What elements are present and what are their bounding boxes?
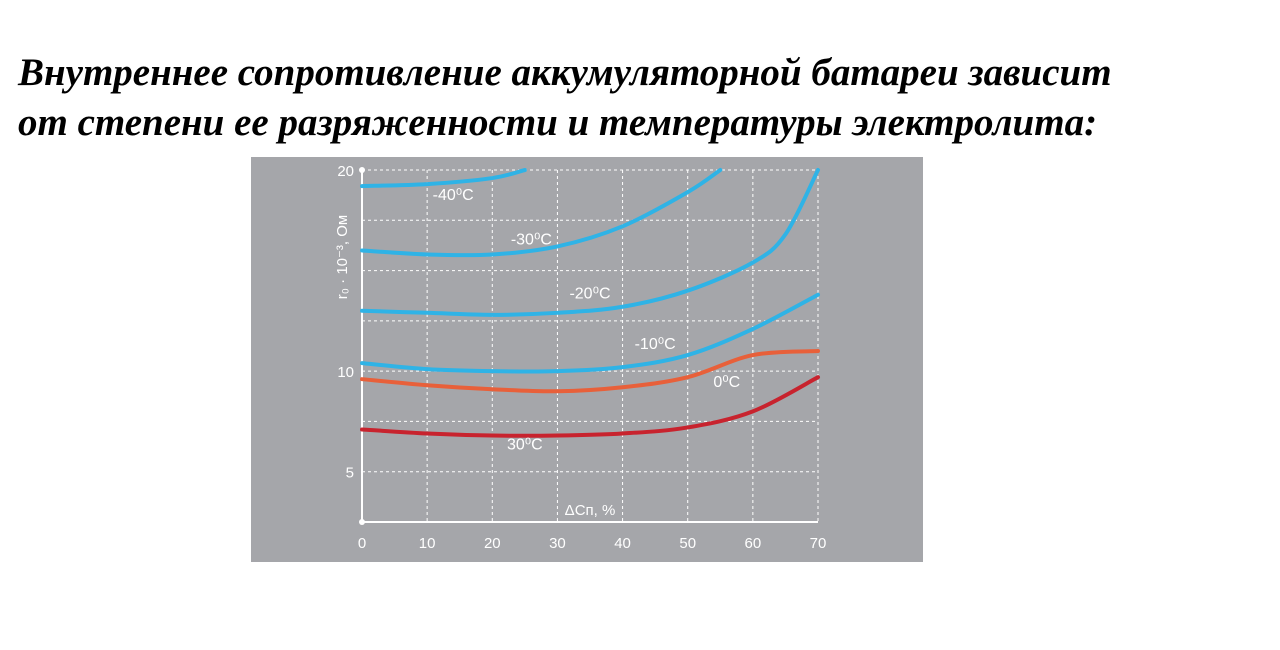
resistance-chart: 0 10 20 30 40 50 60 70 5 10 20 ΔCп, % r₀ · 10⁻³, Ом -…	[251, 157, 923, 562]
x-tick-label: 40	[614, 535, 631, 552]
x-tick-label: 10	[419, 535, 436, 552]
y-axis-label: r₀ · 10⁻³, Ом	[334, 215, 351, 299]
x-axis-label: ΔCп, %	[565, 502, 616, 519]
series-label: -10⁰C	[635, 336, 676, 353]
y-tick-label: 10	[337, 364, 354, 381]
series-label: 30⁰C	[507, 437, 543, 454]
series-line	[360, 375, 820, 438]
x-tick-label: 20	[484, 535, 501, 552]
x-tick-label: 0	[358, 535, 366, 552]
series-line	[360, 349, 820, 394]
chart-svg: 0 10 20 30 40 50 60 70 5 10 20 ΔCп, % r₀ · 10⁻³, Ом -…	[334, 163, 827, 552]
series-label: -30⁰C	[511, 231, 552, 248]
series-line	[360, 168, 820, 317]
origin-dot	[359, 519, 365, 525]
x-tick-label: 60	[745, 535, 762, 552]
y-tick-label: 5	[346, 465, 354, 482]
x-tick-label: 50	[679, 535, 696, 552]
y-tick-label: 20	[337, 163, 354, 180]
x-tick-label: 70	[810, 535, 827, 552]
series-line	[360, 168, 723, 258]
series-label: 0⁰C	[713, 374, 740, 391]
series-label: -20⁰C	[569, 286, 610, 303]
series-label: -40⁰C	[433, 187, 474, 204]
series-line	[360, 292, 820, 374]
heading-line-1: Внутреннее сопротивление аккумуляторной …	[18, 51, 1112, 94]
y-axis-end-dot	[359, 167, 365, 173]
series-line	[360, 168, 527, 189]
x-tick-label: 30	[549, 535, 566, 552]
heading-line-2: от степени ее разряженности и температур…	[18, 101, 1098, 144]
page-heading: Внутреннее сопротивление аккумуляторной …	[18, 48, 1268, 148]
